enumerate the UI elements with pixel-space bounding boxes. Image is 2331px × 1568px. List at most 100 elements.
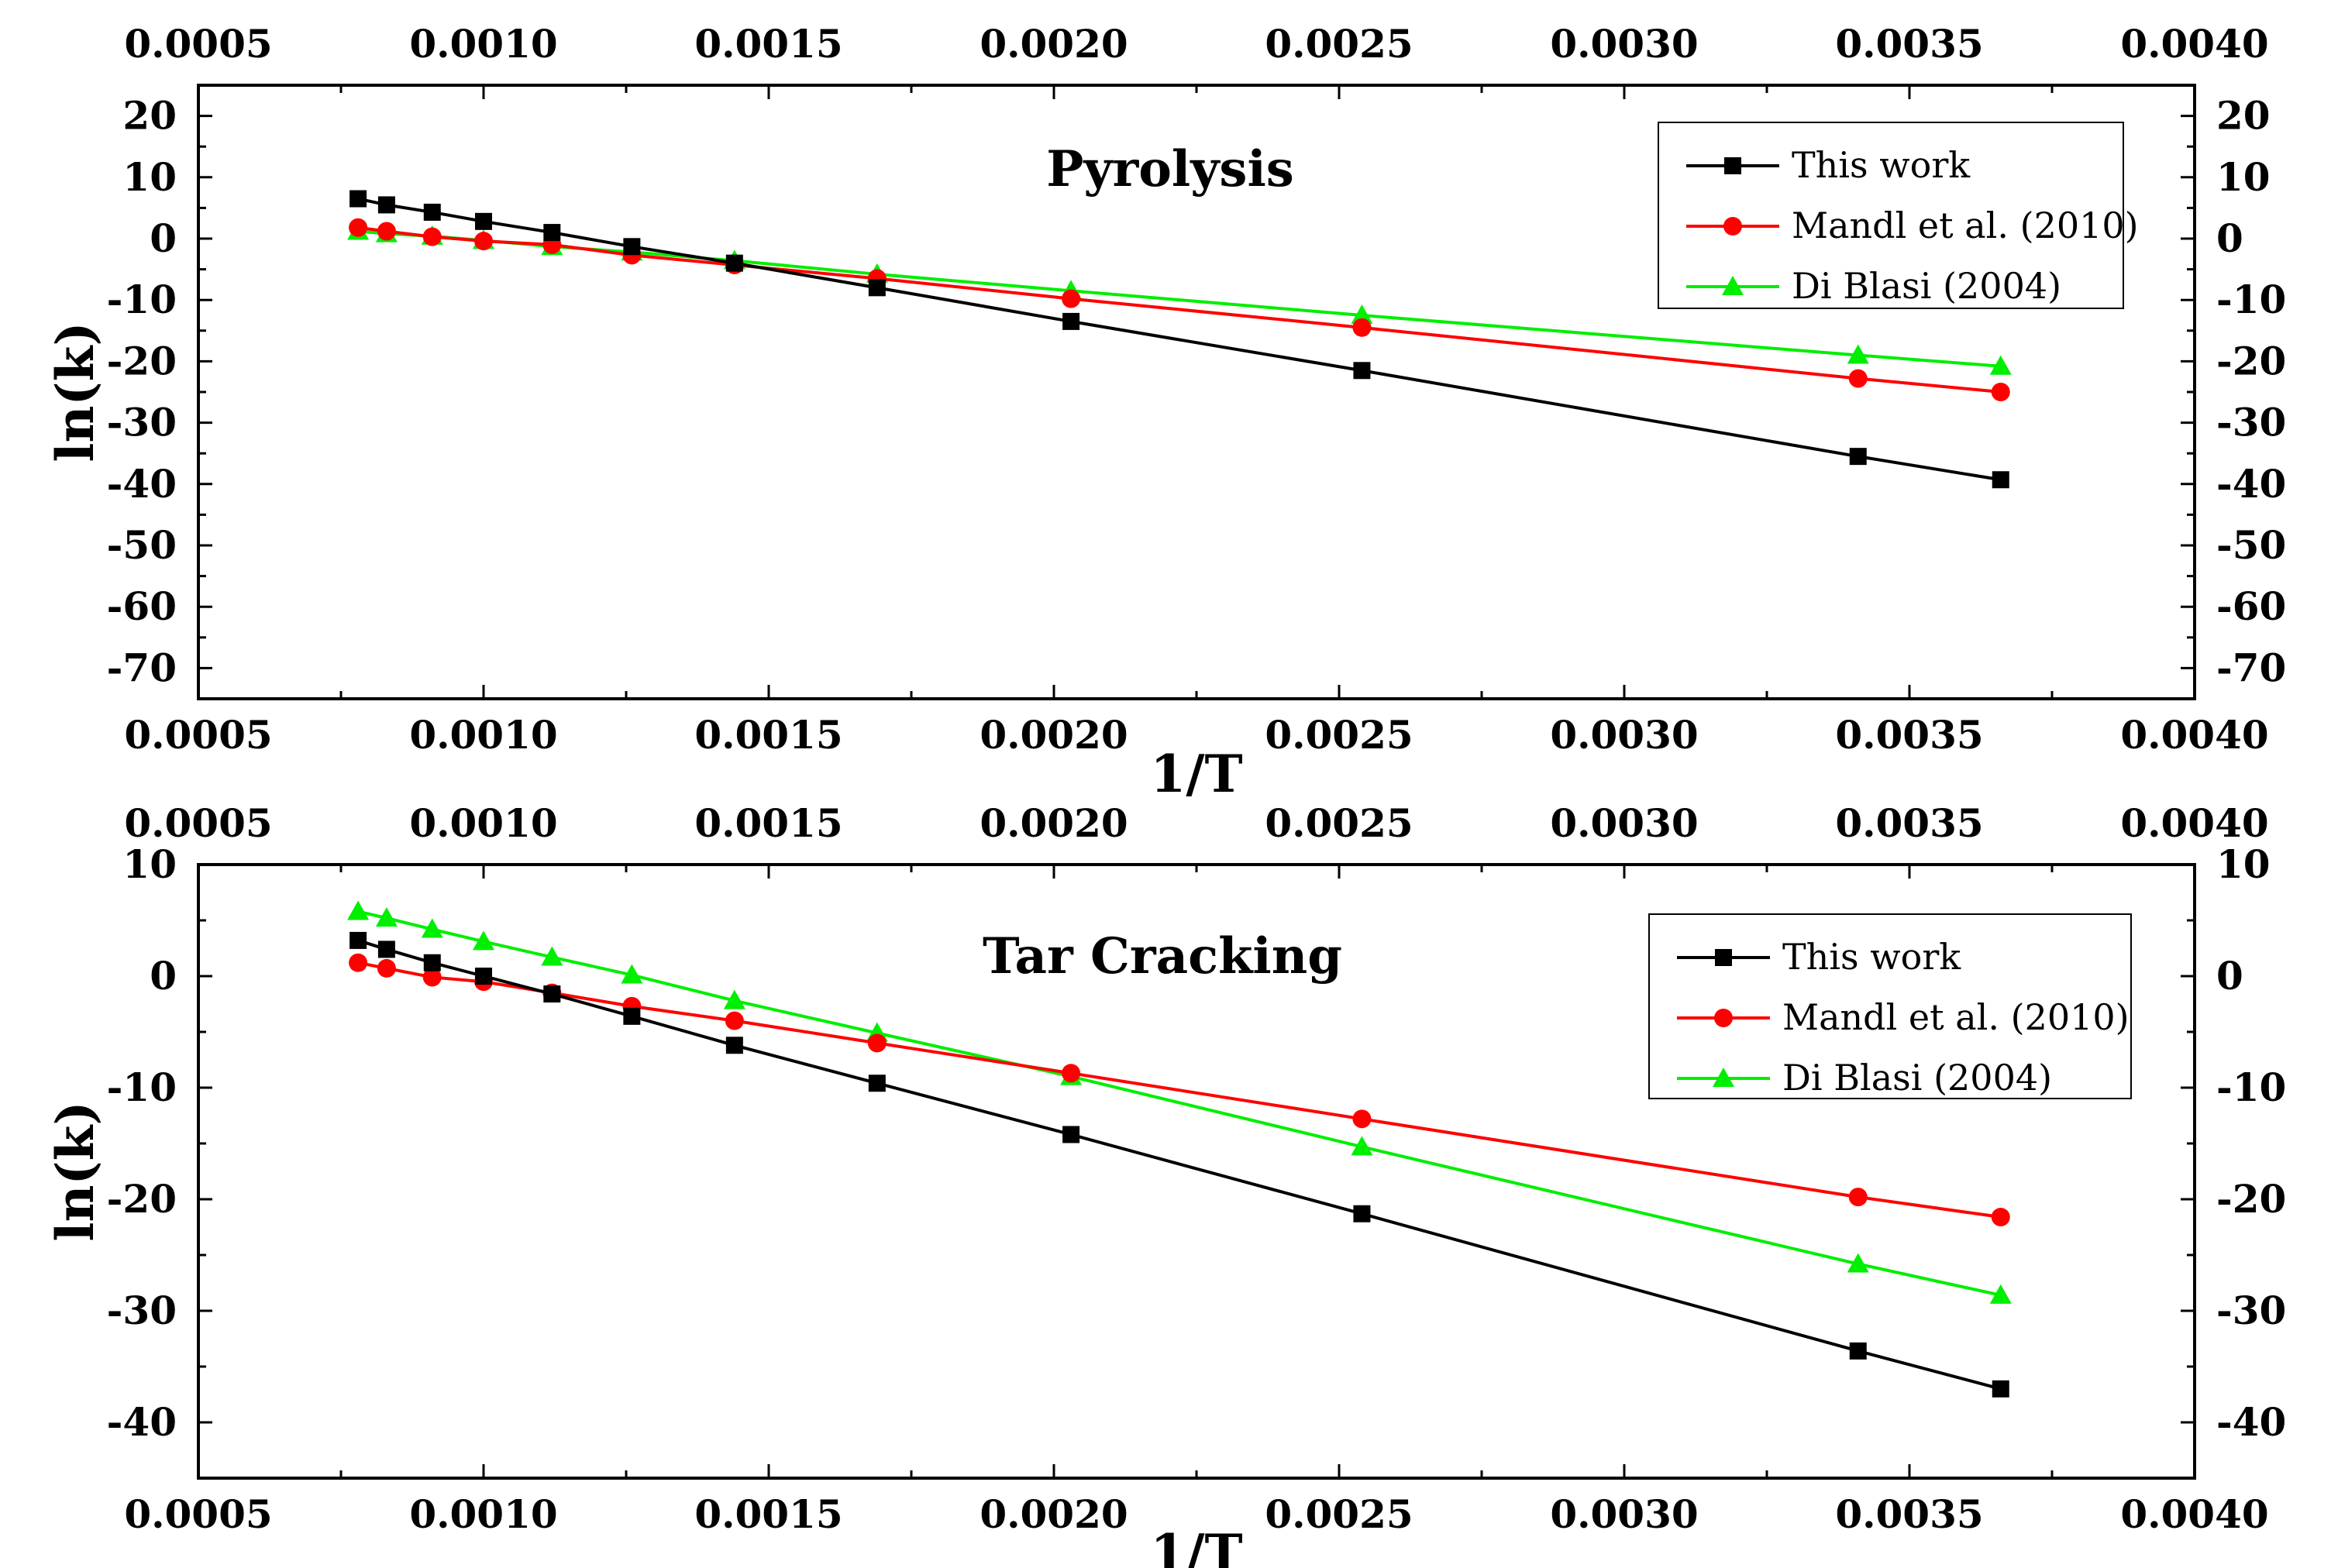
y-tick-label: -40	[107, 1399, 177, 1445]
x-tick-label: 0.0020	[980, 1491, 1128, 1537]
data-point	[723, 989, 745, 1009]
legend-entry: This work	[1677, 936, 1961, 978]
y-tick-label: -30	[107, 1288, 177, 1333]
panel-title: Tar Cracking	[983, 927, 1342, 985]
x-tick-label-top: 0.0035	[1835, 800, 1983, 846]
y-tick-label-right: 10	[2216, 841, 2271, 887]
y-tick-label: 0	[150, 215, 177, 261]
legend-entry: Di Blasi (2004)	[1677, 1057, 2052, 1099]
x-tick-label: 0.0015	[694, 1491, 842, 1537]
data-point	[725, 254, 743, 272]
data-point	[349, 218, 368, 237]
x-tick-label-top: 0.0010	[409, 800, 557, 846]
data-point	[1848, 1188, 1868, 1207]
legend: This work Mandl et al. (2010) Di Blasi (20…	[1648, 913, 2132, 1099]
data-point	[349, 931, 367, 949]
panel-title: Pyrolysis	[1046, 140, 1294, 198]
data-point	[1062, 312, 1080, 330]
data-point	[1352, 1109, 1372, 1129]
x-tick-label-top: 0.0025	[1265, 800, 1413, 846]
data-point	[725, 1011, 744, 1030]
data-point	[1351, 304, 1373, 324]
y-tick-label-right: -30	[2216, 400, 2286, 445]
y-tick-label-right: -20	[2216, 1176, 2286, 1222]
x-tick-label: 0.0010	[409, 712, 557, 758]
legend-marker	[1722, 276, 1744, 295]
y-tick-label-right: -20	[2216, 338, 2286, 383]
x-tick-label-top: 0.0030	[1550, 800, 1698, 846]
x-tick-label: 0.0010	[409, 1491, 557, 1537]
x-tick-label: 0.0020	[980, 712, 1128, 758]
legend-label: This work	[1792, 144, 1971, 186]
data-point	[1847, 1253, 1869, 1273]
y-tick-label: -40	[107, 461, 177, 507]
legend-marker	[1723, 217, 1742, 236]
x-axis-title: 1/T	[1150, 744, 1242, 804]
y-tick-label: 10	[122, 154, 177, 200]
legend-marker	[1714, 1009, 1733, 1027]
y-tick-label-right: 20	[2216, 93, 2271, 139]
x-tick-label: 0.0040	[2120, 1491, 2268, 1537]
legend-box	[1648, 913, 2132, 1099]
legend-marker	[1724, 157, 1741, 174]
legend-label: Di Blasi (2004)	[1782, 1057, 2052, 1099]
x-tick-label-top: 0.0040	[2120, 800, 2268, 846]
data-point	[867, 1033, 887, 1053]
data-point	[377, 940, 395, 958]
data-point	[1849, 448, 1867, 466]
data-point	[1989, 355, 2012, 375]
x-tick-label: 0.0005	[124, 712, 272, 758]
data-point	[377, 958, 396, 978]
legend-label: Mandl et al. (2010)	[1792, 205, 2139, 246]
legend-label: This work	[1782, 936, 1961, 978]
data-point	[474, 232, 493, 251]
data-point	[725, 1037, 743, 1054]
y-tick-label: -20	[107, 1176, 177, 1222]
legend-entry: Di Blasi (2004)	[1686, 265, 2061, 307]
data-point	[1848, 369, 1868, 388]
x-tick-label-top: 0.0010	[409, 21, 557, 67]
x-axis-title: 1/T	[1150, 1523, 1242, 1568]
x-tick-label: 0.0025	[1265, 712, 1413, 758]
x-tick-label-top: 0.0020	[980, 21, 1128, 67]
y-tick-label: -50	[107, 522, 177, 568]
y-tick-label: -10	[107, 277, 177, 322]
y-tick-label-right: -10	[2216, 1064, 2286, 1110]
data-point	[543, 985, 561, 1003]
data-point	[377, 222, 396, 241]
data-point	[423, 954, 441, 971]
data-point	[1353, 1205, 1371, 1222]
x-tick-label-top: 0.0005	[124, 21, 272, 67]
data-point	[1991, 383, 2010, 401]
y-tick-label-right: -30	[2216, 1288, 2286, 1333]
data-point	[423, 203, 441, 221]
data-point	[1989, 1284, 2012, 1304]
x-tick-label-top: 0.0015	[694, 21, 842, 67]
y-tick-label: -60	[107, 583, 177, 629]
series-this-work	[349, 190, 2009, 489]
x-tick-label-top: 0.0030	[1550, 21, 1698, 67]
y-tick-label: -70	[107, 645, 177, 690]
legend: This work Mandl et al. (2010) Di Blasi (20…	[1658, 122, 2139, 309]
x-tick-label-top: 0.0025	[1265, 21, 1413, 67]
x-tick-label-top: 0.0005	[124, 800, 272, 846]
y-tick-label-right: -70	[2216, 645, 2286, 690]
data-point	[621, 964, 643, 984]
data-point	[375, 907, 398, 927]
data-point	[543, 224, 561, 242]
data-point	[377, 196, 395, 214]
x-tick-label-top: 0.0040	[2120, 21, 2268, 67]
y-tick-label-right: -50	[2216, 522, 2286, 568]
x-tick-label-top: 0.0020	[980, 800, 1128, 846]
y-tick-label: 10	[122, 841, 177, 887]
x-tick-label-top: 0.0015	[694, 800, 842, 846]
data-point	[623, 1007, 641, 1025]
legend-entry: Mandl et al. (2010)	[1677, 996, 2130, 1038]
y-tick-label: -20	[107, 338, 177, 383]
data-point	[868, 279, 886, 297]
data-point	[1353, 362, 1371, 380]
y-tick-label: -30	[107, 400, 177, 445]
data-point	[541, 946, 563, 966]
y-tick-label: -10	[107, 1064, 177, 1110]
